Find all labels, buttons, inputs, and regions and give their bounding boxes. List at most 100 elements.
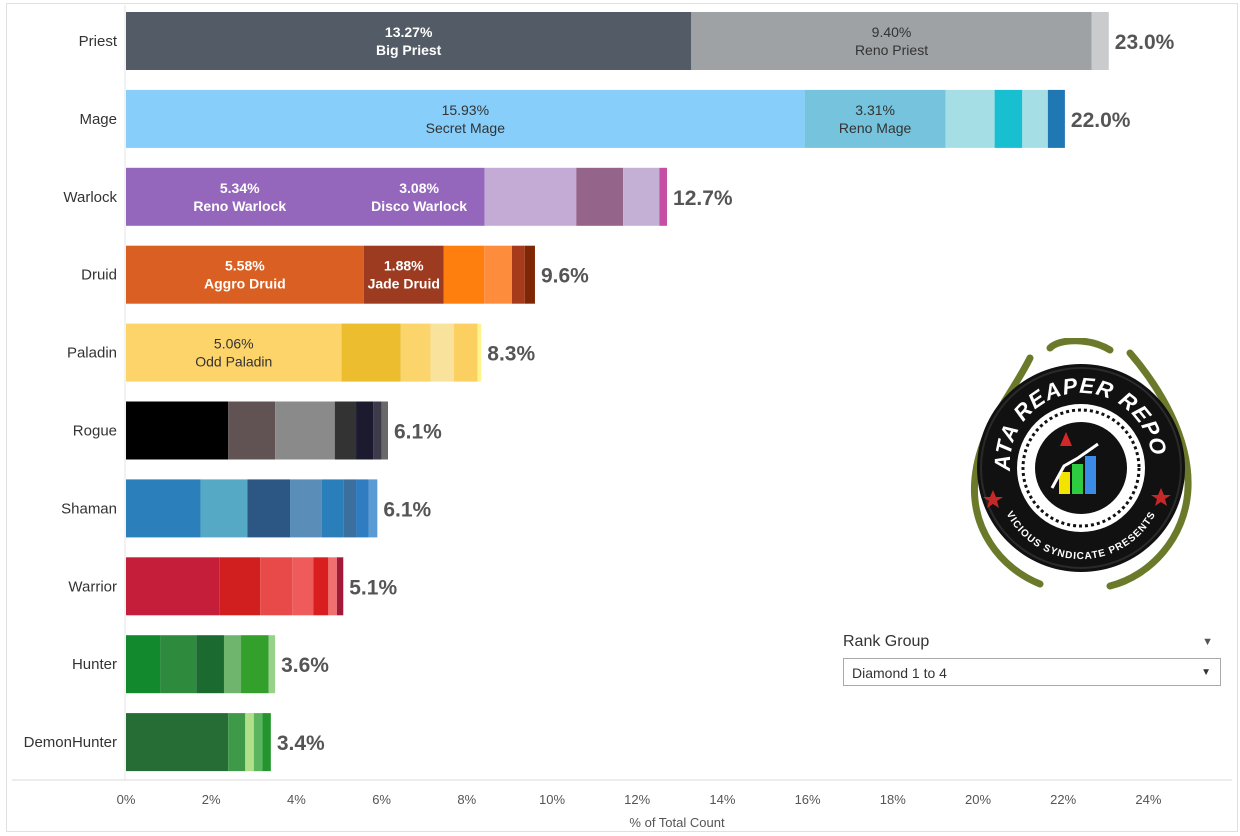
segment-value-label: 5.06% [214,336,254,352]
bar-segment-paladin-5[interactable] [454,323,478,382]
segment-name-label: Reno Warlock [193,198,286,214]
category-label-warrior: Warrior [68,578,117,595]
bar-segment-mage-4[interactable] [994,89,1023,148]
rank-group-select[interactable]: Diamond 1 to 4 ▼ [843,658,1221,686]
bar-segment-rogue-6[interactable] [373,401,382,460]
bar-segment-rogue-5[interactable] [356,401,374,460]
x-tick-label: 8% [457,792,476,807]
rank-group-selected-value: Diamond 1 to 4 [852,665,947,681]
bar-segment-warlock-2[interactable] [353,167,485,226]
bar-segment-warlock-1[interactable] [126,167,354,226]
star-icon [983,490,1003,508]
bar-segment-demonhunter-5[interactable] [262,713,271,772]
segment-name-label: Big Priest [376,42,442,58]
segment-value-label: 3.31% [855,102,895,118]
bar-segment-demonhunter-4[interactable] [253,713,263,772]
bar-segment-paladin-2[interactable] [341,323,401,382]
segment-value-label: 13.27% [385,24,433,40]
bar-segment-warrior-4[interactable] [292,557,314,616]
x-tick-label: 10% [539,792,565,807]
bar-segment-druid-3[interactable] [443,245,485,304]
bar-total-label: 9.6% [541,265,589,288]
bar-segment-warrior-1[interactable] [126,557,220,616]
bar-segment-mage-3[interactable] [945,89,995,148]
bar-segment-druid-5[interactable] [511,245,525,304]
bar-segment-warlock-5[interactable] [623,167,660,226]
bar-segment-hunter-5[interactable] [241,635,269,694]
bar-segment-warrior-2[interactable] [219,557,261,616]
bar-segment-druid-2[interactable] [363,245,444,304]
bar-segment-paladin-3[interactable] [400,323,431,382]
bar-segment-rogue-2[interactable] [228,401,276,460]
bar-segment-mage-1[interactable] [126,89,805,148]
bar-segment-mage-6[interactable] [1047,89,1065,148]
x-tick-label: 2% [202,792,221,807]
bar-segment-shaman-7[interactable] [356,479,369,538]
segment-name-label: Odd Paladin [195,354,272,370]
bar-segment-shaman-8[interactable] [368,479,378,538]
bar-segment-mage-2[interactable] [804,89,946,148]
bar-segment-priest-1[interactable] [126,12,692,70]
bar-segment-demonhunter-1[interactable] [126,713,229,772]
bar-segment-druid-4[interactable] [484,245,512,304]
bar-segment-priest-3[interactable] [1091,12,1109,70]
bar-segment-paladin-6[interactable] [477,323,482,382]
segment-value-label: 9.40% [872,24,912,40]
bar-segment-rogue-3[interactable] [275,401,335,460]
segment-name-label: Reno Mage [839,120,912,136]
bar-segment-shaman-6[interactable] [343,479,357,538]
category-label-priest: Priest [79,33,118,50]
bar-segment-hunter-3[interactable] [196,635,224,694]
bar-segment-rogue-4[interactable] [334,401,357,460]
bar-segment-demonhunter-2[interactable] [228,713,246,772]
bar-chart-emblem-icon [1050,432,1099,494]
bar-segment-druid-1[interactable] [126,245,364,304]
bar-segment-priest-2[interactable] [691,12,1092,70]
bar-segment-demonhunter-3[interactable] [245,713,254,772]
bar-total-label: 8.3% [487,343,535,366]
bar-segment-warrior-5[interactable] [313,557,329,616]
bar-segment-paladin-4[interactable] [430,323,455,382]
bar-segment-paladin-1[interactable] [126,323,342,382]
bar-segment-hunter-4[interactable] [223,635,242,694]
data-reaper-report-logo: DATA REAPER REPORT VICIOUS SYNDICATE PRE… [960,338,1192,590]
filter-menu-arrow-icon[interactable]: ▼ [1202,636,1213,648]
bar-segment-warrior-3[interactable] [260,557,293,616]
bar-segment-hunter-6[interactable] [268,635,276,694]
bar-total-label: 3.4% [277,732,325,755]
bar-segment-hunter-1[interactable] [126,635,161,694]
x-tick-label: 6% [372,792,391,807]
x-tick-label: 24% [1135,792,1161,807]
category-label-rogue: Rogue [73,423,117,440]
viz-frame [6,3,1238,832]
x-tick-label: 0% [117,792,136,807]
bar-segment-shaman-4[interactable] [290,479,322,538]
segment-name-label: Secret Mage [426,120,506,136]
segment-name-label: Jade Druid [368,276,440,292]
bar-segment-shaman-1[interactable] [126,479,201,538]
bar-segment-shaman-2[interactable] [200,479,248,538]
bar-segment-warlock-4[interactable] [576,167,624,226]
segment-value-label: 3.08% [399,180,439,196]
bar-segment-warrior-6[interactable] [328,557,337,616]
bar-segment-druid-6[interactable] [524,245,535,304]
rank-group-filter: Rank Group ▼ Diamond 1 to 4 ▼ [843,630,1221,686]
bar-total-label: 3.6% [281,654,329,677]
bar-segment-warlock-6[interactable] [659,167,668,226]
x-tick-label: 20% [965,792,991,807]
bar-segment-rogue-7[interactable] [381,401,388,460]
segment-value-label: 1.88% [384,258,424,274]
bar-segment-warrior-7[interactable] [336,557,344,616]
bar-segment-shaman-5[interactable] [321,479,344,538]
chevron-down-icon: ▼ [1201,667,1211,678]
category-label-mage: Mage [79,111,117,128]
x-tick-label: 4% [287,792,306,807]
bar-segment-hunter-2[interactable] [160,635,197,694]
bar-segment-warlock-3[interactable] [484,167,577,226]
bar-total-label: 12.7% [673,187,733,210]
bar-segment-mage-5[interactable] [1022,89,1048,148]
bar-segment-shaman-3[interactable] [247,479,291,538]
x-tick-label: 14% [709,792,735,807]
bar-segment-rogue-1[interactable] [126,401,229,460]
